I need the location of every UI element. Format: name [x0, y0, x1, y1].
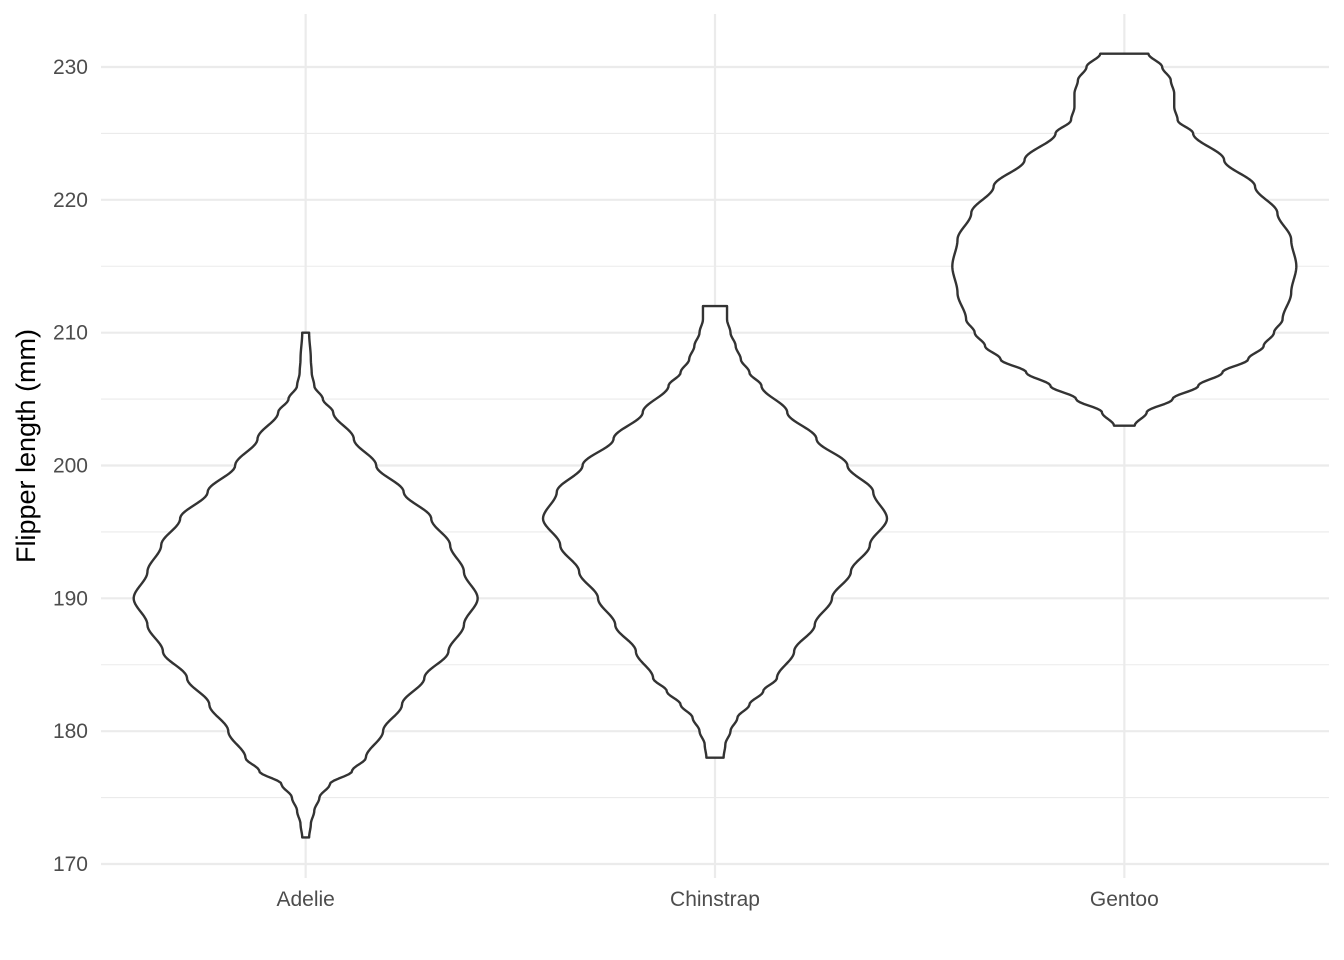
y-tick-label: 230 [53, 56, 88, 79]
y-tick-label: 200 [53, 455, 88, 478]
x-tick-label: Chinstrap [670, 888, 760, 911]
violin-adelie [132, 331, 479, 839]
violin-gentoo [951, 52, 1298, 427]
y-tick-label: 220 [53, 189, 88, 212]
y-axis-title: Flipper length (mm) [11, 329, 41, 563]
y-tick-label: 210 [53, 322, 88, 345]
violins [132, 52, 1298, 839]
violin-chinstrap [541, 304, 889, 759]
x-tick-label: Adelie [276, 888, 334, 911]
y-tick-label: 170 [53, 853, 88, 876]
y-axis-ticks: 170 180 190 200 210 220 230 [53, 56, 88, 876]
y-tick-label: 190 [53, 587, 88, 610]
y-tick-label: 180 [53, 720, 88, 743]
x-axis-ticks: Adelie Chinstrap Gentoo [276, 888, 1158, 911]
x-tick-label: Gentoo [1090, 888, 1159, 911]
